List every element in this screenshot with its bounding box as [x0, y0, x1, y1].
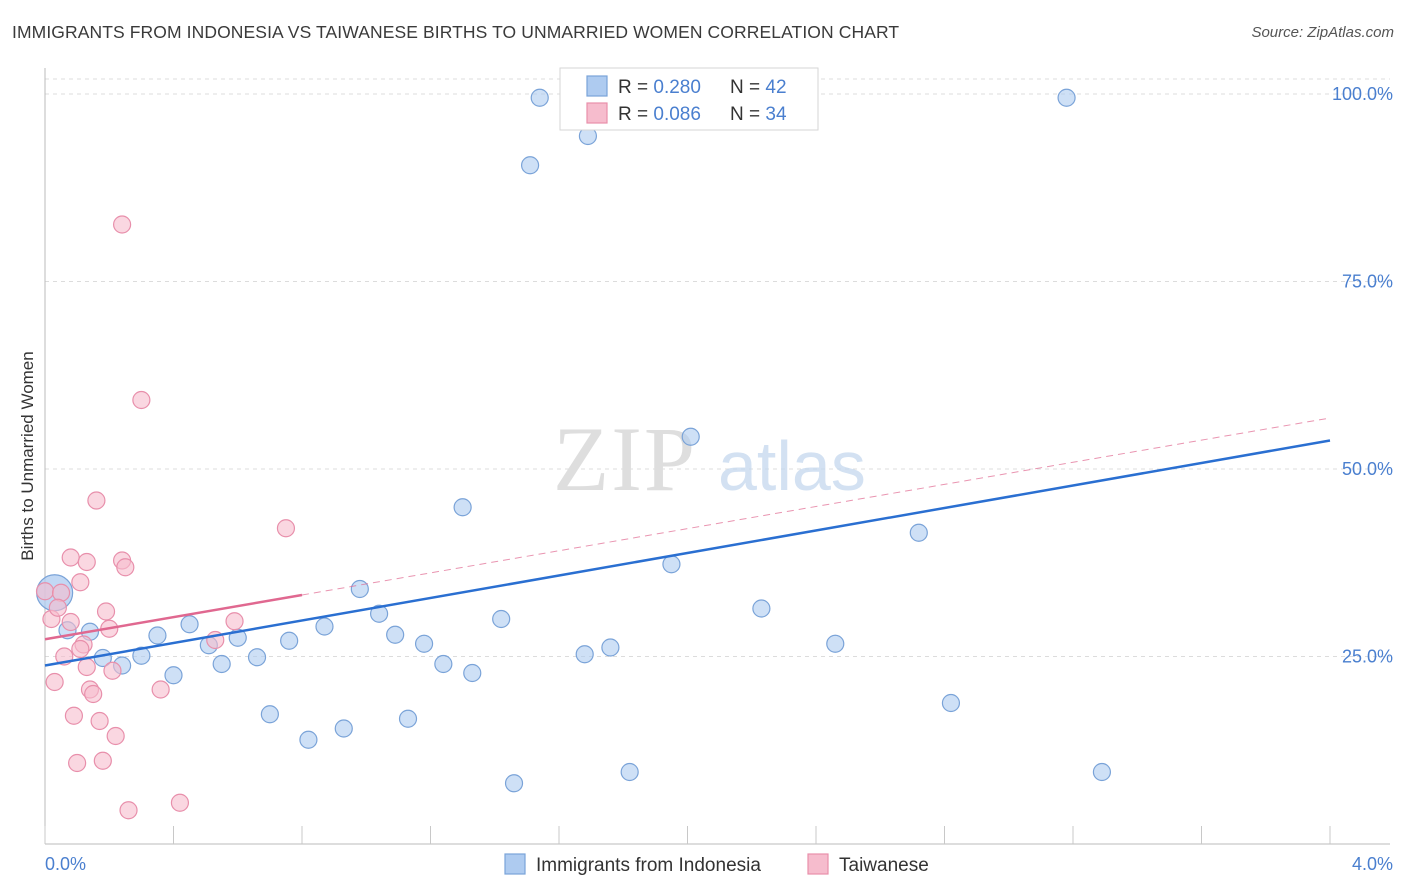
- pink-point: [151, 680, 170, 699]
- blue-point: [280, 631, 299, 650]
- blue-point: [662, 555, 681, 574]
- pink-point: [84, 684, 103, 704]
- stats-legend: R = 0.280 N = 42 R = 0.086 N = 34: [559, 67, 819, 131]
- pink-point: [61, 548, 80, 567]
- pink-point: [119, 801, 138, 820]
- pink-point: [71, 573, 90, 592]
- pink-point: [112, 215, 132, 234]
- blue-point: [350, 579, 369, 599]
- blue-point: [247, 648, 267, 667]
- blue-point: [148, 626, 167, 645]
- pink-point: [103, 661, 122, 680]
- y-tick-label: 50.0%: [1342, 459, 1393, 479]
- blue-point: [463, 663, 482, 683]
- blue-point: [398, 709, 418, 728]
- blue-point: [212, 654, 231, 674]
- n-label: N =: [730, 77, 765, 98]
- series-legend: Immigrants from Indonesia Taiwanese: [504, 853, 929, 876]
- blue-point: [601, 638, 620, 657]
- blue-point: [260, 705, 279, 724]
- r-value: 0.086: [653, 104, 701, 125]
- pink-point: [45, 672, 64, 692]
- blue-point: [1092, 762, 1112, 782]
- legend-row-blue: R = 0.280: [618, 77, 701, 98]
- blue-point: [530, 88, 549, 107]
- pink-point: [170, 793, 190, 812]
- blue-point: [620, 762, 639, 782]
- series-legend-swatch: [807, 853, 829, 875]
- watermark-atlas: atlas: [718, 427, 866, 505]
- legend-row-pink: R = 0.086: [618, 104, 701, 125]
- chart-title: IMMIGRANTS FROM INDONESIA VS TAIWANESE B…: [12, 22, 900, 42]
- series-legend-label: Taiwanese: [839, 855, 929, 876]
- pink-point: [51, 583, 71, 602]
- pink-point: [61, 612, 80, 632]
- y-axis-label: Births to Unmarried Women: [18, 351, 37, 560]
- blue-point: [334, 719, 353, 738]
- watermark-zip: ZIP: [553, 408, 697, 510]
- pink-point: [90, 711, 109, 731]
- x-tick-label: 0.0%: [45, 854, 86, 874]
- pink-point: [35, 582, 55, 601]
- series-legend-swatch: [504, 853, 526, 875]
- series-legend-label: Immigrants from Indonesia: [536, 855, 761, 876]
- blue-point: [492, 609, 511, 629]
- blue-point: [1057, 88, 1076, 107]
- blue-point: [299, 730, 318, 749]
- blue-point: [941, 693, 961, 713]
- blue-point: [434, 654, 453, 674]
- source-label: Source: ZipAtlas.com: [1251, 24, 1394, 41]
- pink-point: [276, 519, 296, 538]
- blue-point: [453, 498, 472, 517]
- legend-swatch-pink: [586, 102, 608, 124]
- pink-point: [71, 639, 90, 659]
- blue-point: [504, 774, 524, 793]
- series-pink: [35, 215, 296, 820]
- legend-swatch-blue: [586, 75, 608, 97]
- n-value: 42: [765, 77, 786, 98]
- blue-point: [752, 599, 771, 618]
- r-label: R =: [618, 104, 653, 125]
- y-tick-label: 75.0%: [1342, 272, 1393, 292]
- pink-point: [106, 726, 125, 746]
- pink-point: [77, 657, 96, 677]
- y-tick-label: 25.0%: [1342, 647, 1393, 667]
- blue-point: [386, 625, 405, 644]
- pink-point: [116, 558, 135, 577]
- pink-point: [96, 602, 116, 621]
- pink-point: [93, 751, 112, 770]
- y-tick-label: 100.0%: [1332, 84, 1393, 104]
- blue-point: [681, 427, 700, 446]
- pink-point: [87, 491, 106, 510]
- pink-trend-extension: [301, 417, 1331, 596]
- pink-point: [77, 552, 96, 572]
- blue-point: [315, 617, 334, 636]
- blue-point: [520, 156, 540, 175]
- blue-point: [909, 523, 928, 542]
- blue-point: [180, 615, 199, 634]
- n-label: N =: [730, 104, 765, 125]
- blue-point: [132, 646, 151, 665]
- r-value: 0.280: [653, 77, 701, 98]
- pink-trend-line: [44, 593, 303, 641]
- legend-n-blue: N = 42: [730, 77, 787, 98]
- legend-n-pink: N = 34: [730, 104, 787, 125]
- pink-point: [64, 706, 84, 725]
- pink-point: [132, 390, 151, 410]
- blue-point: [414, 634, 434, 653]
- blue-point: [575, 645, 594, 664]
- pink-point: [48, 598, 67, 617]
- blue-point: [370, 604, 389, 623]
- pink-point: [68, 753, 87, 773]
- blue-point: [826, 634, 845, 653]
- pink-point: [225, 612, 244, 631]
- blue-trend-line: [44, 439, 1331, 667]
- blue-point: [164, 666, 183, 685]
- r-label: R =: [618, 77, 653, 98]
- n-value: 34: [765, 104, 787, 125]
- x-tick-label: 4.0%: [1352, 854, 1393, 874]
